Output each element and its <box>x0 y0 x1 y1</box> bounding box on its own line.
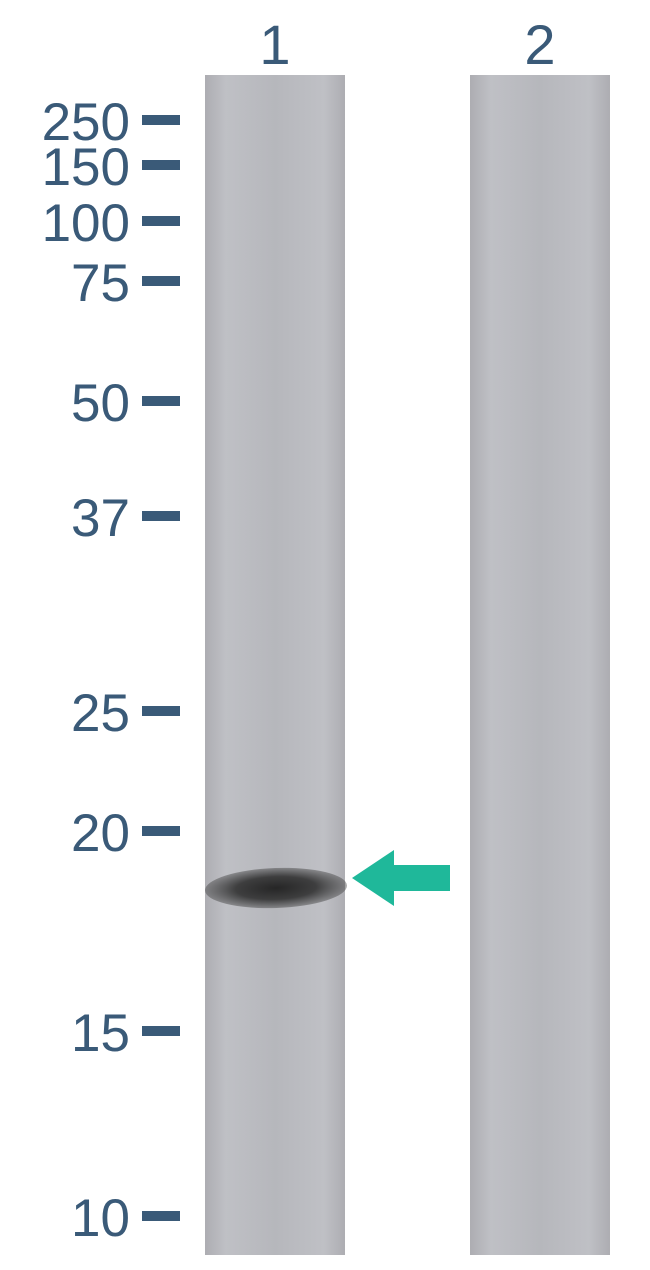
marker-label-25: 25 <box>20 683 130 744</box>
marker-label-10: 10 <box>20 1188 130 1249</box>
marker-label-15: 15 <box>20 1003 130 1064</box>
marker-label-50: 50 <box>20 373 130 434</box>
marker-label-20: 20 <box>20 803 130 864</box>
lane-2 <box>470 75 610 1255</box>
marker-tick-50 <box>142 396 180 406</box>
marker-tick-150 <box>142 160 180 170</box>
western-blot-figure: 1 2 250 150 100 75 50 37 25 20 15 10 <box>0 0 650 1270</box>
marker-tick-15 <box>142 1026 180 1036</box>
marker-tick-37 <box>142 511 180 521</box>
marker-label-37: 37 <box>20 488 130 549</box>
marker-tick-250 <box>142 115 180 125</box>
marker-tick-100 <box>142 216 180 226</box>
marker-tick-25 <box>142 706 180 716</box>
band-indicator-arrow-icon <box>352 848 452 908</box>
marker-label-75: 75 <box>20 253 130 314</box>
marker-tick-20 <box>142 826 180 836</box>
lane-1-label: 1 <box>255 12 295 77</box>
marker-tick-10 <box>142 1211 180 1221</box>
marker-label-100: 100 <box>20 193 130 254</box>
marker-label-150: 150 <box>20 137 130 198</box>
marker-tick-75 <box>142 276 180 286</box>
lane-2-label: 2 <box>520 12 560 77</box>
lane-1 <box>205 75 345 1255</box>
